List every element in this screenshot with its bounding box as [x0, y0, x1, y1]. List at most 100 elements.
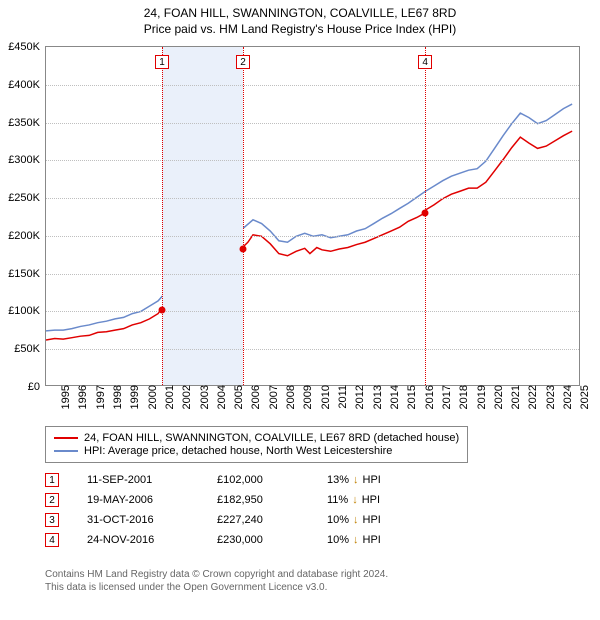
x-tick-label: 2004 [210, 385, 228, 409]
chart-subtitle: Price paid vs. HM Land Registry's House … [0, 22, 600, 36]
table-row: 331-OCT-2016£227,24010%↓HPI [45, 510, 381, 530]
down-arrow-icon: ↓ [353, 474, 359, 486]
row-cmp-label: HPI [363, 474, 381, 486]
x-tick-label: 1995 [54, 385, 72, 409]
ownership-band [162, 47, 243, 385]
gridline-h [46, 274, 579, 275]
gridline-h [46, 160, 579, 161]
row-pct: 13% [327, 474, 349, 486]
x-tick-label: 2009 [297, 385, 315, 409]
row-number-box: 3 [45, 513, 59, 527]
x-tick-label: 2011 [331, 385, 349, 409]
gridline-h [46, 85, 579, 86]
row-pct: 10% [327, 534, 349, 546]
sale-point-dot [240, 245, 247, 252]
row-number-box: 4 [45, 533, 59, 547]
x-tick-label: 2017 [435, 385, 453, 409]
x-tick-label: 2013 [366, 385, 384, 409]
down-arrow-icon: ↓ [353, 534, 359, 546]
x-tick-label: 2008 [279, 385, 297, 409]
line-svg [46, 47, 579, 385]
x-tick-label: 2001 [158, 385, 176, 409]
row-pct: 11% [327, 494, 348, 506]
x-tick-label: 1996 [72, 385, 90, 409]
row-comparison: 10% ↓ HPI [327, 534, 381, 546]
table-row: 1 11-SEP-2001£102,00013% ↓ HPI [45, 470, 381, 490]
y-tick-label: £350K [8, 117, 46, 129]
y-tick-label: £200K [8, 230, 46, 242]
legend-label: 24, FOAN HILL, SWANNINGTON, COALVILLE, L… [84, 432, 459, 444]
y-tick-label: £400K [8, 79, 46, 91]
y-tick-label: £0 [28, 381, 46, 393]
row-date: 11-SEP-2001 [87, 474, 217, 486]
figure-root: 24, FOAN HILL, SWANNINGTON, COALVILLE, L… [0, 0, 600, 620]
x-tick-label: 2018 [452, 385, 470, 409]
x-tick-label: 2023 [539, 385, 557, 409]
plot-area: £0£50K£100K£150K£200K£250K£300K£350K£400… [45, 46, 580, 386]
y-tick-label: £50K [14, 343, 46, 355]
sale-point-dot [159, 306, 166, 313]
row-number-box: 2 [45, 493, 59, 507]
x-tick-label: 1998 [106, 385, 124, 409]
marker-box: 2 [236, 55, 250, 69]
series-line [46, 104, 572, 331]
marker-line [162, 47, 163, 385]
gridline-h [46, 349, 579, 350]
x-tick-label: 2014 [383, 385, 401, 409]
legend-swatch [54, 437, 78, 439]
x-tick-label: 2006 [245, 385, 263, 409]
y-tick-label: £150K [8, 268, 46, 280]
x-tick-label: 2012 [349, 385, 367, 409]
row-pct: 10% [327, 514, 349, 526]
gridline-h [46, 311, 579, 312]
row-price: £230,000 [217, 534, 327, 546]
x-tick-label: 2016 [418, 385, 436, 409]
footer-line-2: This data is licensed under the Open Gov… [45, 581, 388, 594]
x-tick-label: 2019 [470, 385, 488, 409]
row-date: 19-MAY-2006 [87, 494, 217, 506]
row-cmp-label: HPI [363, 534, 381, 546]
sale-point-dot [422, 210, 429, 217]
row-date: 31-OCT-2016 [87, 514, 217, 526]
legend-swatch [54, 450, 78, 452]
down-arrow-icon: ↓ [352, 494, 358, 506]
row-price: £102,000 [217, 474, 327, 486]
x-tick-label: 2003 [193, 385, 211, 409]
gridline-h [46, 236, 579, 237]
marker-box: 4 [418, 55, 432, 69]
legend-row: HPI: Average price, detached house, Nort… [54, 445, 459, 457]
x-tick-label: 1999 [123, 385, 141, 409]
x-tick-label: 2015 [401, 385, 419, 409]
x-tick-label: 2024 [556, 385, 574, 409]
x-tick-label: 2025 [574, 385, 592, 409]
y-tick-label: £250K [8, 192, 46, 204]
x-tick-label: 2010 [314, 385, 332, 409]
down-arrow-icon: ↓ [353, 514, 359, 526]
legend-label: HPI: Average price, detached house, Nort… [84, 445, 392, 457]
x-tick-label: 2007 [262, 385, 280, 409]
row-number-box: 1 [45, 473, 59, 487]
legend: 24, FOAN HILL, SWANNINGTON, COALVILLE, L… [45, 426, 468, 463]
row-comparison: 10% ↓ HPI [327, 514, 381, 526]
row-price: £182,950 [217, 494, 327, 506]
table-row: 219-MAY-2006£182,95011%↓HPI [45, 490, 381, 510]
footer-attribution: Contains HM Land Registry data © Crown c… [45, 568, 388, 594]
row-comparison: 11%↓HPI [327, 494, 380, 506]
row-date: 24-NOV-2016 [87, 534, 217, 546]
gridline-h [46, 198, 579, 199]
footer-line-1: Contains HM Land Registry data © Crown c… [45, 568, 388, 581]
x-tick-label: 2020 [487, 385, 505, 409]
x-tick-label: 2021 [504, 385, 522, 409]
marker-box: 1 [155, 55, 169, 69]
row-comparison: 13% ↓ HPI [327, 474, 381, 486]
x-tick-label: 2002 [175, 385, 193, 409]
titles: 24, FOAN HILL, SWANNINGTON, COALVILLE, L… [0, 0, 600, 36]
legend-row: 24, FOAN HILL, SWANNINGTON, COALVILLE, L… [54, 432, 459, 444]
chart-title: 24, FOAN HILL, SWANNINGTON, COALVILLE, L… [0, 6, 600, 20]
x-tick-label: 2000 [141, 385, 159, 409]
marker-line [243, 47, 244, 385]
row-cmp-label: HPI [363, 514, 381, 526]
table-row: 4 24-NOV-2016£230,00010% ↓ HPI [45, 530, 381, 550]
sales-table: 111-SEP-2001£102,00013%↓HPI219-MAY-2006£… [45, 470, 381, 550]
x-tick-label: 1997 [89, 385, 107, 409]
